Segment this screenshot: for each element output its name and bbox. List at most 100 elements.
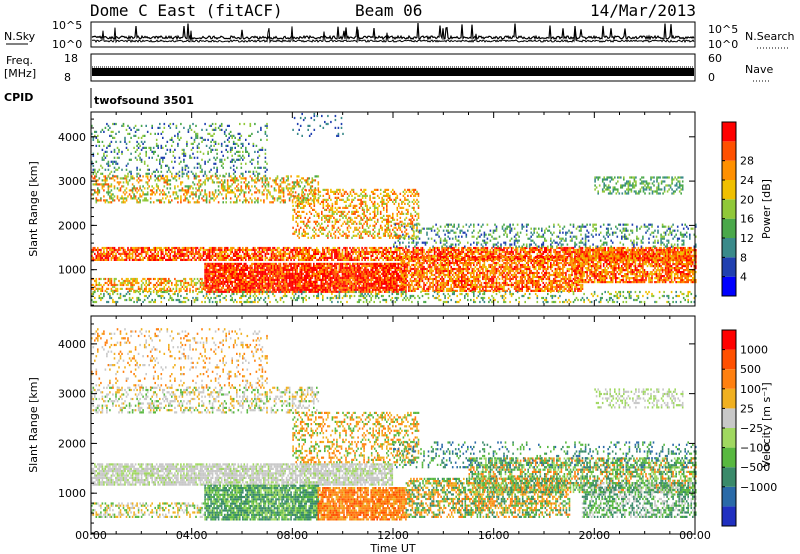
- range-gate-cell: [540, 251, 542, 253]
- range-gate-cell: [349, 273, 351, 275]
- range-gate-cell: [455, 268, 457, 270]
- range-gate-cell: [271, 287, 273, 289]
- range-gate-cell: [515, 256, 517, 258]
- range-gate-cell: [225, 267, 227, 269]
- range-gate-cell: [496, 272, 498, 274]
- range-gate-cell: [167, 249, 169, 251]
- range-gate-cell: [405, 272, 407, 274]
- range-gate-cell: [268, 253, 270, 255]
- range-gate-cell: [268, 247, 270, 249]
- range-gate-cell: [102, 247, 104, 249]
- range-gate-cell: [307, 289, 309, 291]
- range-gate-cell: [370, 283, 372, 285]
- range-gate-cell: [245, 273, 247, 275]
- range-gate-cell: [346, 265, 348, 267]
- range-gate-cell: [366, 289, 368, 291]
- range-gate-cell: [502, 286, 504, 288]
- range-gate-cell: [256, 257, 258, 259]
- range-gate-cell: [511, 253, 513, 255]
- range-gate-cell: [132, 249, 134, 251]
- range-gate-cell: [213, 267, 215, 269]
- range-gate-cell: [265, 283, 267, 285]
- range-gate-cell: [307, 281, 309, 283]
- range-gate-cell: [464, 284, 466, 286]
- range-gate-cell: [496, 249, 498, 251]
- range-gate-cell: [228, 249, 230, 251]
- range-gate-cell: [533, 247, 535, 249]
- range-gate-cell: [390, 289, 392, 291]
- range-gate-cell: [470, 286, 472, 288]
- range-gate-cell: [372, 249, 374, 251]
- range-gate-cell: [358, 273, 360, 275]
- range-gate-cell: [153, 249, 155, 251]
- range-gate-cell: [645, 247, 647, 249]
- range-gate-cell: [298, 273, 300, 275]
- range-gate-cell: [459, 288, 461, 290]
- range-gate-cell: [245, 275, 247, 277]
- range-gate-cell: [472, 270, 474, 272]
- range-gate-cell: [389, 257, 391, 259]
- range-gate-cell: [464, 280, 466, 282]
- range-gate-cell: [422, 264, 424, 266]
- range-gate-cell: [370, 281, 372, 283]
- range-gate-cell: [475, 288, 477, 290]
- range-gate-cell: [453, 286, 455, 288]
- range-gate-cell: [463, 270, 465, 272]
- range-gate-cell: [266, 285, 268, 287]
- range-gate-cell: [514, 258, 516, 260]
- range-gate-cell: [130, 249, 132, 251]
- range-gate-cell: [265, 271, 267, 273]
- range-gate-cell: [518, 280, 520, 282]
- range-gate-cell: [623, 259, 625, 261]
- range-gate-cell: [126, 251, 128, 253]
- range-gate-cell: [331, 259, 333, 261]
- range-gate-cell: [218, 265, 220, 267]
- range-gate-cell: [296, 263, 298, 265]
- range-gate-cell: [429, 278, 431, 280]
- range-gate-cell: [521, 284, 523, 286]
- range-gate-cell: [437, 256, 439, 258]
- range-gate-cell: [570, 247, 572, 249]
- range-gate-cell: [330, 289, 332, 291]
- range-gate-cell: [126, 255, 128, 257]
- range-gate-cell: [379, 267, 381, 269]
- range-gate-cell: [343, 291, 345, 293]
- range-gate-cell: [423, 260, 425, 262]
- range-gate-cell: [254, 287, 256, 289]
- range-gate-cell: [517, 288, 519, 290]
- range-gate-cell: [269, 285, 271, 287]
- range-gate-cell: [334, 249, 336, 251]
- range-gate-cell: [627, 247, 629, 249]
- range-gate-cell: [251, 267, 253, 269]
- range-gate-cell: [453, 251, 455, 253]
- range-gate-cell: [381, 247, 383, 249]
- range-gate-cell: [236, 255, 238, 257]
- range-gate-cell: [511, 284, 513, 286]
- range-gate-cell: [455, 253, 457, 255]
- range-gate-cell: [518, 272, 520, 274]
- range-gate-cell: [530, 249, 532, 251]
- range-gate-cell: [342, 289, 344, 291]
- range-gate-cell: [407, 264, 409, 266]
- range-gate-cell: [127, 247, 129, 249]
- range-gate-cell: [342, 253, 344, 255]
- range-gate-cell: [230, 247, 232, 249]
- range-gate-cell: [272, 249, 274, 251]
- range-gate-cell: [313, 271, 315, 273]
- range-gate-cell: [130, 253, 132, 255]
- range-gate-cell: [342, 271, 344, 273]
- range-gate-cell: [260, 285, 262, 287]
- range-gate-cell: [370, 287, 372, 289]
- range-gate-cell: [106, 247, 108, 249]
- range-gate-cell: [475, 260, 477, 262]
- range-gate-cell: [283, 267, 285, 269]
- range-gate-cell: [182, 255, 184, 257]
- range-gate-cell: [487, 268, 489, 270]
- range-gate-cell: [254, 249, 256, 251]
- range-gate-cell: [215, 279, 217, 281]
- range-gate-cell: [456, 274, 458, 276]
- range-gate-cell: [204, 279, 206, 281]
- range-gate-cell: [395, 287, 397, 289]
- range-gate-cell: [497, 249, 499, 251]
- range-gate-cell: [396, 273, 398, 275]
